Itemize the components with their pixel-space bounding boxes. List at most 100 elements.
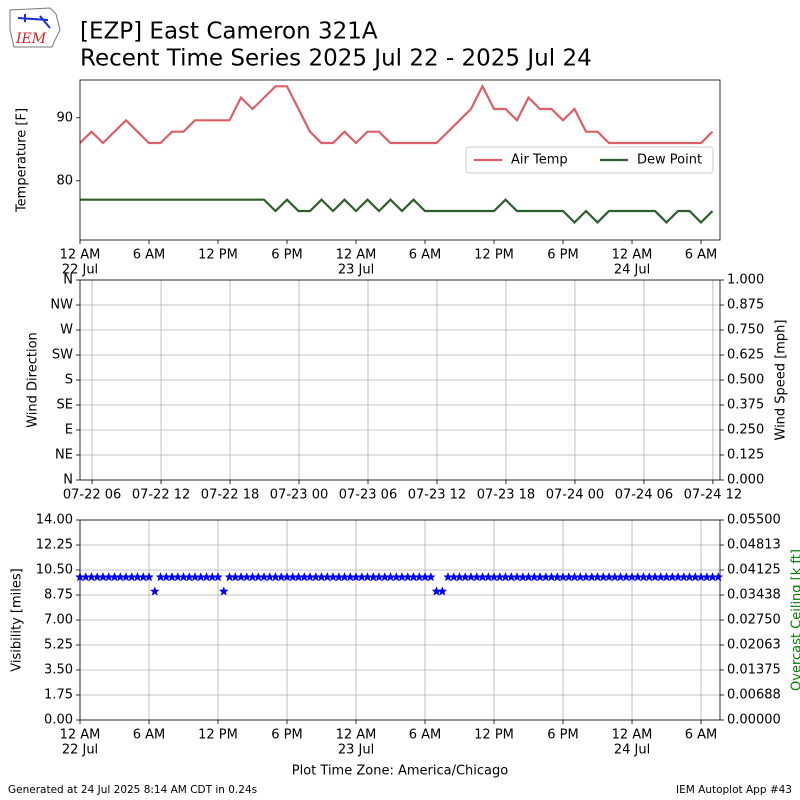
star-point	[414, 572, 424, 582]
star-point	[219, 586, 229, 596]
star-point	[621, 572, 631, 582]
y2-tick-label: 0.02750	[727, 613, 781, 628]
star-point	[121, 572, 131, 582]
x-tick-label: 6 PM	[547, 728, 578, 743]
star-point	[575, 572, 585, 582]
x-tick-label: 07-24 00	[546, 488, 604, 503]
y-tick-label: SE	[57, 398, 73, 413]
star-point	[357, 572, 367, 582]
star-point	[362, 572, 373, 582]
x-tick-label: 12 AM	[336, 248, 377, 263]
x-tick-date: 24 Jul	[614, 743, 650, 758]
plot-frame	[79, 279, 721, 481]
star-point	[512, 572, 522, 582]
star-point	[408, 572, 419, 582]
star-point	[334, 572, 344, 582]
star-point	[587, 572, 597, 582]
star-point	[98, 572, 108, 582]
plot-frame	[79, 519, 721, 721]
y2-tick-label: 0.500	[727, 373, 764, 388]
star-point	[552, 572, 562, 582]
y-tick-label: N	[63, 473, 73, 488]
y2-tick-label: 0.125	[727, 448, 764, 463]
y2-tick-label: 1.000	[727, 273, 764, 288]
star-point	[265, 572, 275, 582]
star-point	[558, 572, 568, 582]
star-point	[437, 586, 447, 596]
star-point	[259, 572, 269, 582]
star-point	[190, 572, 200, 582]
star-point	[466, 572, 476, 582]
x-tick-label: 07-23 06	[339, 488, 397, 503]
y-tick-label: E	[65, 423, 73, 438]
star-point	[299, 572, 309, 582]
star-point	[311, 572, 321, 582]
x-axis-label: Plot Time Zone: America/Chicago	[292, 764, 508, 779]
x-tick-label: 12 PM	[474, 248, 514, 263]
star-point	[328, 572, 338, 582]
x-tick-label: 07-24 12	[684, 488, 742, 503]
star-point	[610, 572, 620, 582]
y2-axis-label: Wind Speed [mph]	[774, 320, 789, 441]
x-tick-label: 6 AM	[133, 248, 166, 263]
star-point	[518, 572, 528, 582]
star-point	[127, 572, 137, 582]
y-axis-label: Visibility [miles]	[10, 568, 25, 671]
legend-box	[465, 146, 714, 174]
star-point	[173, 572, 183, 582]
x-tick-label: 07-23 12	[408, 488, 466, 503]
y-tick-label: 0.00	[44, 713, 73, 728]
y2-tick-label: 0.04813	[727, 538, 781, 553]
star-point	[477, 572, 488, 582]
star-point	[472, 572, 482, 582]
star-point	[184, 572, 194, 582]
legend-label: Dew Point	[637, 153, 702, 168]
y2-tick-label: 0.375	[727, 398, 764, 413]
y2-tick-label: 0.02063	[727, 638, 781, 653]
star-point	[431, 586, 442, 596]
star-point	[696, 572, 706, 582]
star-point	[656, 572, 666, 582]
y2-tick-label: 0.04125	[727, 563, 781, 578]
star-point	[397, 572, 407, 582]
star-point	[104, 572, 114, 582]
star-point	[374, 572, 384, 582]
y-tick-label: 8.75	[44, 588, 73, 603]
star-point	[288, 572, 298, 582]
footer-right: IEM Autoplot App #43	[676, 784, 792, 796]
star-point	[581, 572, 591, 582]
star-point	[115, 572, 125, 582]
y-tick-label: NW	[50, 298, 73, 313]
star-point	[242, 572, 252, 582]
star-point	[380, 572, 390, 582]
star-point	[443, 572, 453, 582]
x-tick-date: 22 Jul	[62, 743, 98, 758]
star-point	[138, 572, 148, 582]
y-tick-label: 10.50	[36, 563, 73, 578]
star-point	[690, 572, 700, 582]
x-tick-label: 07-22 18	[201, 488, 259, 503]
star-point	[196, 572, 206, 582]
star-point	[604, 572, 614, 582]
star-point	[495, 572, 505, 582]
y2-axis-label: Overcast Ceiling [k ft]	[790, 549, 800, 691]
star-point	[150, 586, 160, 596]
y2-tick-label: 0.875	[727, 298, 764, 313]
x-tick-label: 12 PM	[474, 728, 514, 743]
star-point	[282, 572, 292, 582]
x-tick-label: 07-22 06	[63, 488, 121, 503]
star-point	[385, 572, 396, 582]
star-point	[144, 572, 154, 582]
x-tick-label: 6 PM	[271, 248, 302, 263]
star-point	[201, 572, 212, 582]
legend-label: Air Temp	[511, 153, 568, 168]
y-tick-label: 80	[56, 173, 73, 188]
y2-tick-label: 0.00000	[727, 713, 781, 728]
y-tick-label: NE	[55, 448, 73, 463]
star-point	[293, 572, 304, 582]
x-tick-label: 6 AM	[685, 248, 718, 263]
star-point	[707, 572, 718, 582]
y2-tick-label: 0.250	[727, 423, 764, 438]
line-series	[80, 198, 714, 224]
